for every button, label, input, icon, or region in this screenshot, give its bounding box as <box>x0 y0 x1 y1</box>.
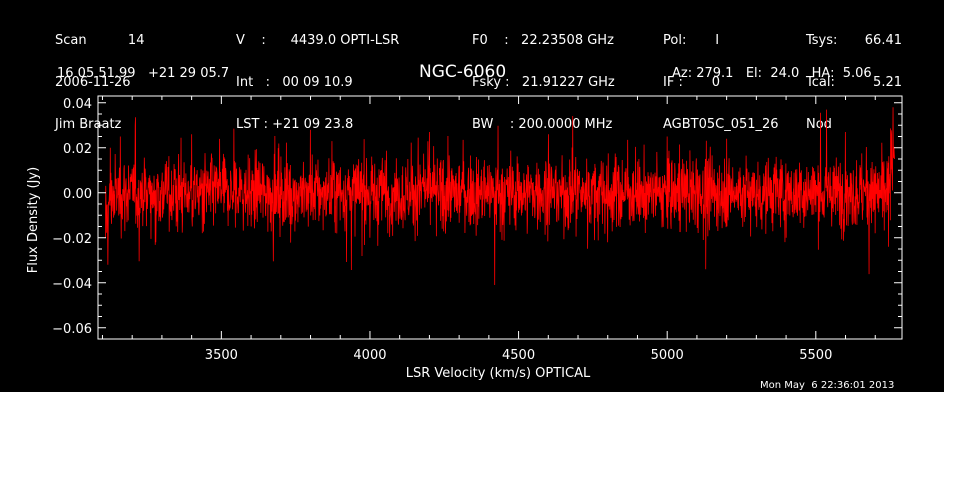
polarization-label: Pol: I <box>663 33 720 48</box>
x-axis-label: LSR Velocity (km/s) OPTICAL <box>406 366 591 381</box>
observer-label: Jim Braatz <box>55 117 122 132</box>
scan-label: Scan 14 <box>55 33 145 48</box>
velocity-label: V : 4439.0 OPTI-LSR <box>236 33 400 48</box>
y-tick-label: 0.00 <box>63 187 92 202</box>
y-axis-label: Flux Density (Jy) <box>26 167 41 273</box>
y-tick-label: 0.02 <box>63 142 92 157</box>
tcal-label: Tcal: <box>806 75 835 90</box>
timestamp: Mon May 6 22:36:01 2013 <box>760 380 895 391</box>
source-coords: 16 05 51.99 +21 29 05.7 <box>57 66 230 81</box>
spectrum-trace <box>105 107 895 286</box>
lst-label: LST : +21 09 23.8 <box>236 117 354 132</box>
axis-layer: 3500 4000 4500 5000 5500 −0.06 −0.04 −0.02 0.00 0… <box>52 95 903 363</box>
chart-title: NGC-6060 <box>419 62 507 82</box>
rest-freq-label: F0 : 22.23508 GHz <box>472 33 614 48</box>
bandwidth-label: BW : 200.0000 MHz <box>472 117 613 132</box>
pointing-info: Az: 279.1 El: 24.0 HA: 5.06 <box>672 66 872 81</box>
mode-label: Nod <box>806 117 832 132</box>
integration-label: Int : 00 09 10.9 <box>236 75 353 90</box>
x-tick-label: 4500 <box>502 348 535 363</box>
date-label: 2006-11-26 <box>55 75 131 90</box>
plot-frame <box>97 95 903 340</box>
chart-svg: 3500 4000 4500 5000 5500 −0.06 −0.04 −0.02 0.00 0… <box>26 95 903 381</box>
spectrum-layer <box>105 107 895 286</box>
tsys-value: 66.41 <box>864 33 902 48</box>
x-tick-label: 3500 <box>205 348 238 363</box>
tsys-label: Tsys: <box>806 33 838 48</box>
header-col5: Tsys: Tcal: Nod <box>806 6 837 146</box>
header-col6: 66.41 5.21 <box>858 6 902 132</box>
y-tick-label: 0.04 <box>63 97 92 112</box>
x-tick-label: 5000 <box>651 348 684 363</box>
header-col4: Pol: I IF : 0 AGBT05C_051_26 <box>663 6 779 146</box>
y-tick-label: −0.06 <box>52 322 92 337</box>
tcal-value: 5.21 <box>873 75 902 90</box>
sky-freq-label: Fsky : 21.91227 GHz <box>472 75 615 90</box>
header-col3: F0 : 22.23508 GHz Fsky : 21.91227 GHz BW… <box>472 6 615 146</box>
header-col2: V : 4439.0 OPTI-LSR Int : 00 09 10.9 LST… <box>236 6 399 146</box>
x-tick-label: 5500 <box>799 348 832 363</box>
header-col1: Scan 14 2006-11-26 Jim Braatz <box>55 6 144 146</box>
y-tick-label: −0.04 <box>52 277 92 292</box>
if-label: IF : 0 <box>663 75 721 90</box>
project-label: AGBT05C_051_26 <box>663 117 779 132</box>
y-tick-label: −0.02 <box>52 232 92 247</box>
x-tick-label: 4000 <box>353 348 386 363</box>
